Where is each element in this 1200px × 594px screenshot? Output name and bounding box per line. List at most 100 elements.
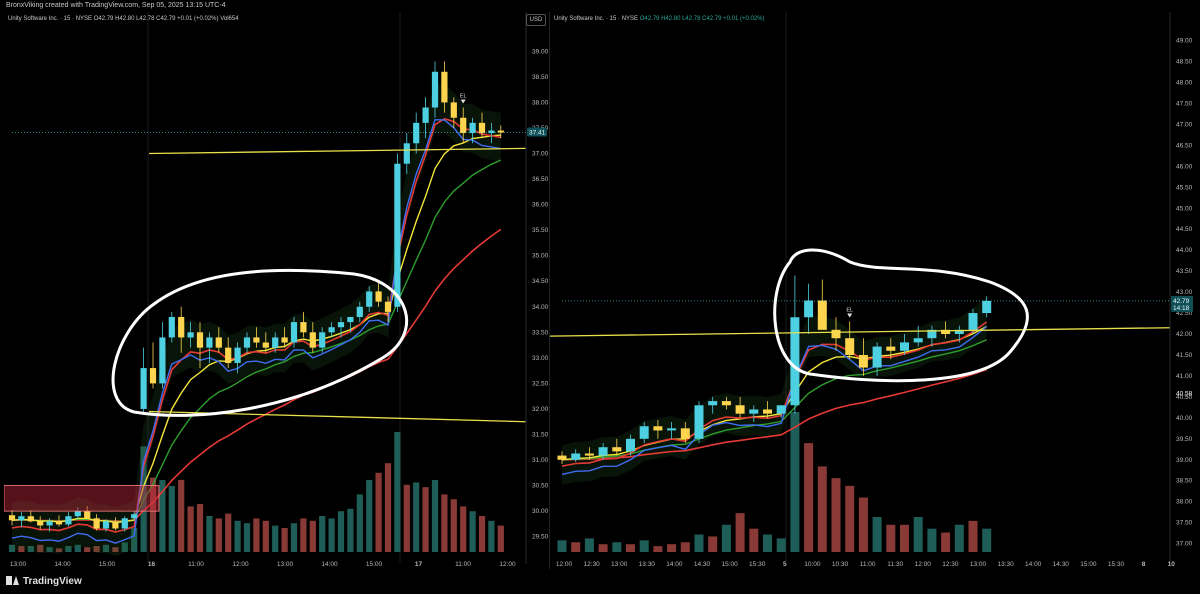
candle-body: [598, 447, 608, 456]
time-tick-label: 13:00: [277, 561, 294, 568]
candle-body: [886, 346, 896, 351]
candle-body: [8, 515, 16, 521]
chart-panel-right[interactable]: Unity Software Inc. · 15 · NYSE O42.79 H…: [550, 12, 1200, 569]
currency-button[interactable]: USD: [526, 14, 546, 26]
candle-body: [206, 337, 213, 348]
volume-bar: [253, 518, 260, 552]
volume-bar: [450, 499, 457, 552]
candle-body: [571, 453, 581, 460]
legend-left: Unity Software Inc. · 15 · NYSE O42.79 H…: [8, 16, 239, 22]
volume-bar: [749, 528, 759, 552]
credit-text: BronxViking created with TradingView.com…: [6, 2, 226, 9]
candle-body: [469, 122, 476, 134]
volume-bar: [375, 472, 382, 552]
volume-bar: [394, 432, 401, 552]
volume-bar: [37, 544, 44, 552]
ema-slow-line: [561, 368, 987, 461]
candle-body: [347, 316, 354, 323]
volume-bar: [626, 544, 635, 552]
candle-body: [968, 313, 978, 330]
ohlc-close: C42.79: [156, 16, 176, 22]
candle-body: [872, 346, 882, 368]
candle-body: [65, 516, 72, 525]
volume-bar: [55, 548, 63, 552]
volume-bar: [384, 463, 392, 552]
candle-body: [394, 163, 401, 307]
candle-body: [243, 337, 251, 348]
drawn-trend-line: [148, 147, 527, 155]
volume-bar: [721, 524, 731, 552]
volume-bar: [968, 520, 978, 552]
price-tick-label: 40.50: [1176, 394, 1193, 401]
ema-slow-line: [11, 228, 502, 522]
price-tick-label: 32.00: [532, 406, 549, 413]
price-tick-label: 36.00: [532, 202, 549, 209]
candle-body: [858, 354, 868, 368]
tradingview-logo[interactable]: TradingView: [6, 576, 82, 587]
volume-bar: [845, 485, 855, 552]
volume-bar: [281, 528, 288, 552]
price-tick-label: 33.00: [532, 355, 549, 362]
candle-body: [790, 317, 800, 406]
legend-right: Unity Software Inc. · 15 · NYSE O42.79 H…: [554, 16, 765, 22]
price-tick-label: 34.50: [532, 278, 549, 285]
candle-body: [982, 300, 992, 314]
volume-bar: [557, 540, 567, 552]
volume-bar: [403, 484, 410, 552]
candle-body: [131, 514, 138, 519]
price-tick-label: 42.50: [1176, 310, 1193, 317]
time-tick-label: 8: [1142, 561, 1146, 568]
time-tick-label: 5: [783, 561, 787, 568]
time-tick-label: 12:00: [556, 561, 573, 568]
time-tick-label: 14:00: [1025, 561, 1042, 568]
time-tick-label: 15:00: [721, 561, 738, 568]
price-tick-label: 33.50: [532, 329, 549, 336]
price-tick-label: 30.00: [532, 508, 549, 515]
price-tick-label: 39.50: [1176, 436, 1193, 443]
candle-body: [272, 337, 279, 348]
volume-bar: [225, 513, 232, 552]
volume-bar: [27, 546, 34, 552]
price-tick-label: 30.50: [532, 483, 549, 490]
volume-bar: [776, 538, 786, 552]
volume-bar: [469, 511, 476, 552]
time-tick-label: 15:30: [749, 561, 766, 568]
volume-bar: [653, 546, 663, 552]
candle-body: [225, 347, 232, 363]
volume-bar: [328, 518, 335, 552]
volume-bar: [941, 532, 951, 552]
candle-body: [845, 338, 855, 355]
ohlc-close: C42.79: [702, 16, 722, 22]
price-tick-label: 40.00: [1176, 415, 1193, 422]
price-tick-label: 38.50: [1176, 478, 1193, 485]
volume-bar: [680, 542, 690, 552]
footer: TradingView: [0, 569, 1200, 594]
price-tick-label: 35.50: [532, 227, 549, 234]
chart-canvas-left[interactable]: 39.0038.5038.0037.5037.0036.5036.0035.50…: [4, 12, 549, 569]
candle-body: [735, 405, 745, 414]
credit-bar: BronxViking created with TradingView.com…: [0, 0, 1200, 12]
candle-body: [557, 455, 567, 460]
candle-body: [121, 518, 128, 529]
volume-bar: [886, 524, 896, 552]
volume-bar: [300, 518, 307, 552]
volume-bar: [309, 520, 316, 552]
volume-bar: [422, 487, 429, 552]
volume-bar: [187, 506, 194, 552]
price-tick-label: 43.00: [1176, 289, 1193, 296]
candle-body: [749, 409, 759, 414]
candle-body: [488, 130, 495, 134]
volume-readout: Vol654: [220, 16, 239, 22]
volume-bar: [488, 520, 495, 552]
time-tick-label: 13:00: [970, 561, 987, 568]
chart-canvas-right[interactable]: 49.00 48.50 48.00 47.50 47.00 46.50 46.00 45.50…: [550, 12, 1200, 569]
chart-panel-left[interactable]: Unity Software Inc. · 15 · NYSE O42.79 H…: [4, 12, 550, 569]
ohlc-high: H42.80: [115, 16, 135, 22]
volume-bar: [159, 480, 166, 552]
candle-body: [366, 291, 373, 307]
time-tick-label: 15:00: [1080, 561, 1097, 568]
ohlc-low: L42.78: [682, 16, 701, 22]
candle-body: [140, 368, 147, 409]
exit-long-marker-label: EL: [846, 307, 853, 313]
last-price-value: 42.79: [1173, 298, 1190, 305]
